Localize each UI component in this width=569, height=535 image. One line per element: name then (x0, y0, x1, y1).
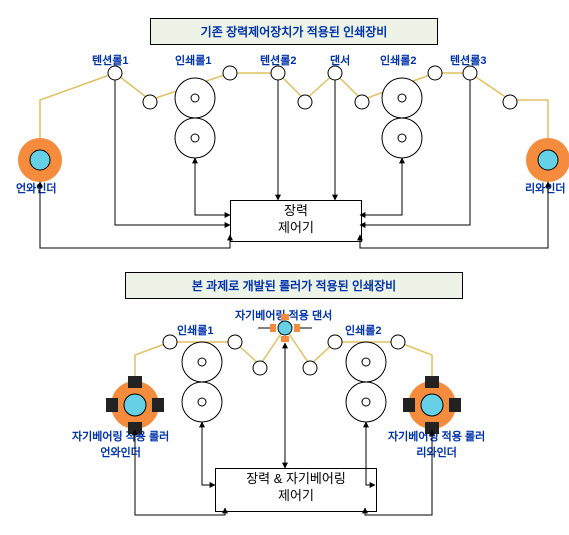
bottom-diagram (10, 10, 569, 525)
